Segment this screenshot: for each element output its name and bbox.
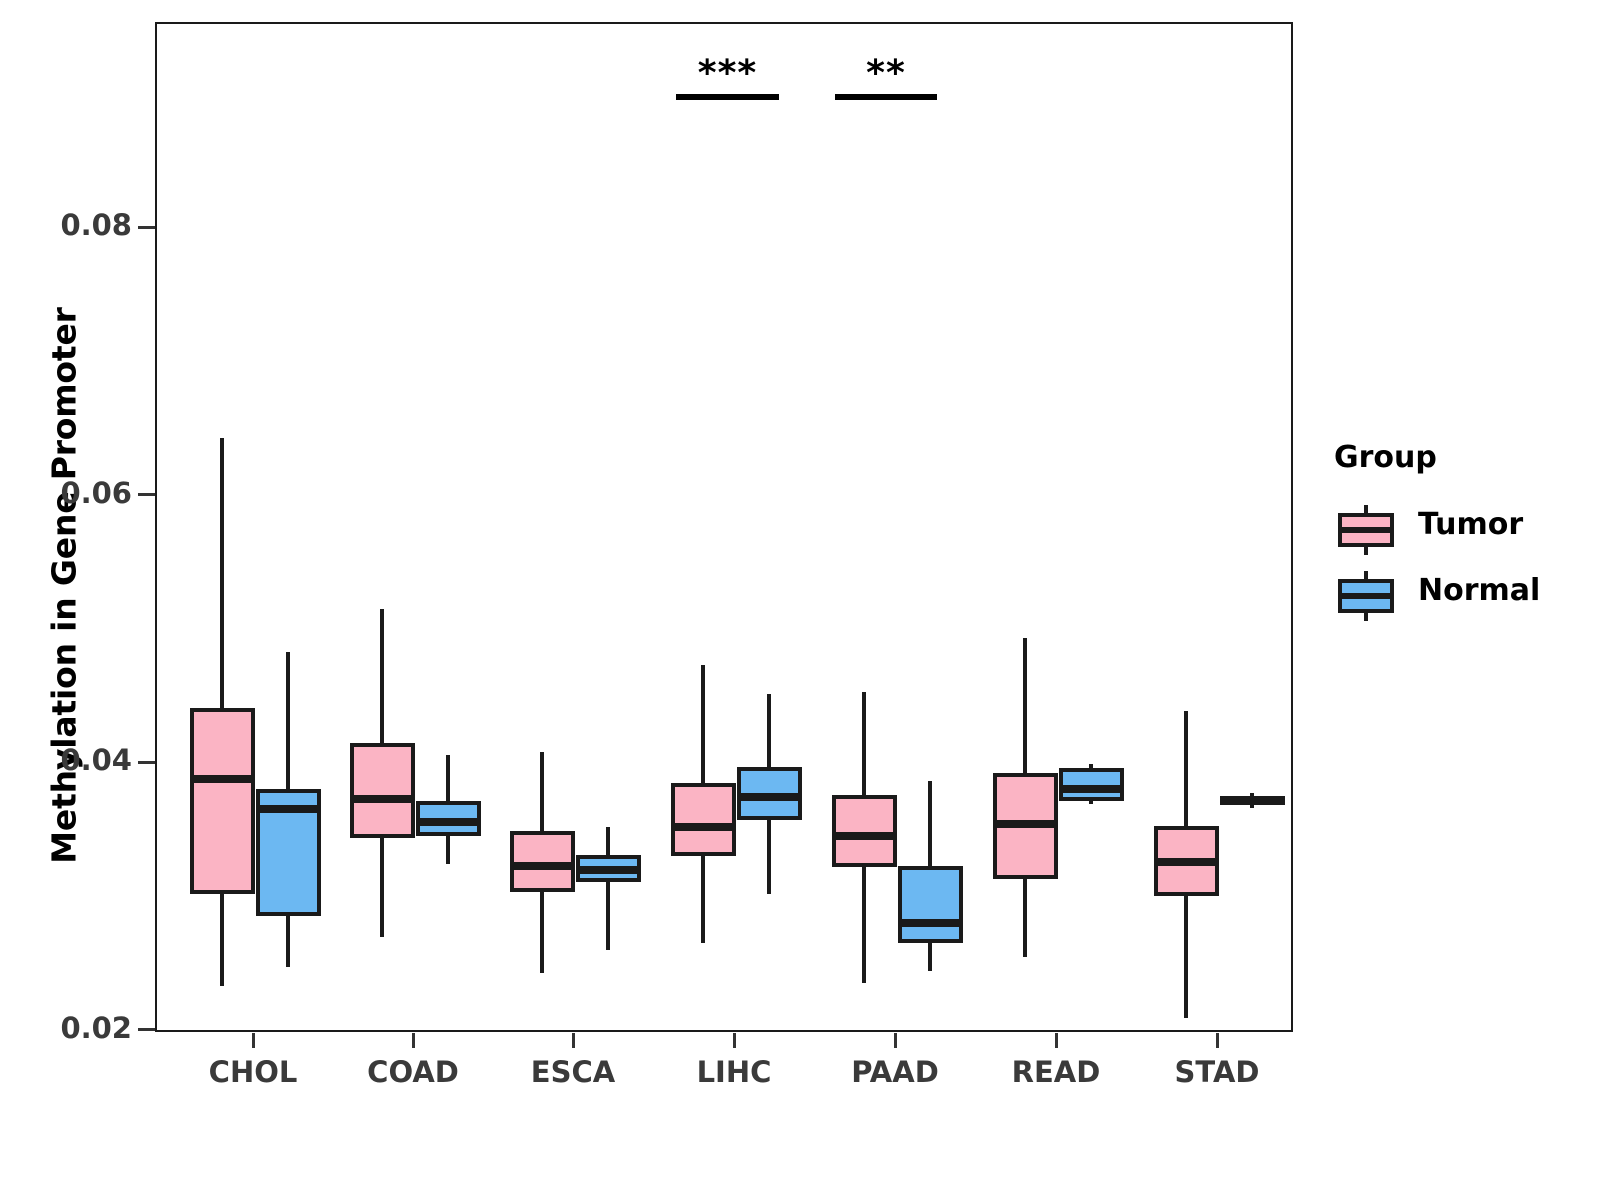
x-axis-tick-label: LIHC xyxy=(696,1055,772,1089)
box-rect xyxy=(349,742,415,838)
whisker-lower xyxy=(928,943,932,972)
box-rect xyxy=(1058,768,1124,802)
box-rect xyxy=(831,794,897,867)
x-axis-tick-label: PAAD xyxy=(851,1055,939,1089)
significance-bar xyxy=(676,94,779,100)
y-axis-tick xyxy=(138,493,155,496)
whisker-upper xyxy=(446,754,450,802)
x-axis-tick xyxy=(1215,1033,1219,1048)
whisker-lower xyxy=(1089,801,1093,805)
x-axis-tick-label: READ xyxy=(1011,1055,1101,1089)
legend-label: Normal xyxy=(1418,573,1541,608)
legend-key-median xyxy=(1338,593,1394,599)
whisker-lower xyxy=(286,916,290,968)
whisker-lower xyxy=(767,820,771,894)
whisker-lower xyxy=(701,856,705,944)
whisker-upper xyxy=(380,608,384,743)
whisker-upper xyxy=(1184,710,1188,826)
x-axis-tick xyxy=(571,1033,575,1048)
y-axis-title: Methylation in Gene Promoter xyxy=(44,307,84,864)
y-axis-tick-label: 0.06 xyxy=(60,475,132,510)
median-line xyxy=(575,865,641,874)
y-axis-tick-label: 0.04 xyxy=(60,743,132,777)
y-axis-tick-label: 0.08 xyxy=(60,208,132,242)
legend-key-whisker-bottom xyxy=(1364,611,1368,621)
y-axis-tick xyxy=(138,760,155,764)
whisker-upper xyxy=(928,781,932,866)
legend-key-whisker-bottom xyxy=(1364,545,1368,555)
whisker-upper xyxy=(1023,638,1027,774)
legend-key-whisker-top xyxy=(1364,505,1368,515)
x-axis-tick-label: COAD xyxy=(367,1055,459,1089)
median-line xyxy=(831,832,897,841)
legend-entries: Tumor Normal xyxy=(1330,501,1590,629)
whisker-upper xyxy=(1089,764,1093,768)
box-rect xyxy=(509,830,575,893)
median-line xyxy=(1153,857,1219,866)
median-line xyxy=(349,794,415,803)
median-line xyxy=(255,805,321,814)
y-axis-tick-label: 0.02 xyxy=(60,1010,132,1045)
median-line xyxy=(415,817,481,826)
x-axis-tick xyxy=(893,1033,897,1048)
significance-bar xyxy=(835,94,937,100)
box-rect xyxy=(670,782,736,857)
significance-stars: ** xyxy=(866,53,906,94)
x-axis-tick xyxy=(1054,1033,1058,1048)
median-line xyxy=(897,919,963,928)
median-line xyxy=(670,822,736,831)
whisker-lower xyxy=(380,837,384,937)
whisker-lower xyxy=(446,836,450,865)
whisker-upper xyxy=(862,691,866,795)
x-axis-tick xyxy=(411,1033,415,1048)
whisker-lower xyxy=(1250,802,1254,809)
median-line xyxy=(1058,785,1124,794)
median-line xyxy=(736,793,802,802)
whisker-lower xyxy=(540,892,544,973)
whisker-lower xyxy=(1184,896,1188,1019)
legend-label: Tumor xyxy=(1418,507,1524,542)
median-line xyxy=(992,820,1058,829)
whisker-upper xyxy=(767,694,771,767)
whisker-upper xyxy=(701,665,705,783)
whisker-upper xyxy=(606,826,610,855)
y-axis-tick xyxy=(138,1028,155,1031)
legend-key-median xyxy=(1338,527,1394,533)
x-axis-tick-label: STAD xyxy=(1174,1055,1260,1089)
whisker-lower xyxy=(1023,879,1027,957)
x-axis-tick xyxy=(251,1033,255,1048)
box-rect xyxy=(736,766,802,821)
legend-key-icon xyxy=(1338,571,1394,621)
legend-key-icon xyxy=(1338,505,1394,555)
box-rect xyxy=(189,707,255,894)
legend-key-whisker-top xyxy=(1364,571,1368,581)
box-rect xyxy=(897,865,963,944)
whisker-upper xyxy=(540,751,544,831)
legend: Group Tumor Normal xyxy=(1330,440,1590,633)
x-axis-tick xyxy=(732,1033,736,1048)
whisker-upper xyxy=(220,437,224,708)
whisker-lower xyxy=(220,893,224,987)
legend-title: Group xyxy=(1334,440,1437,475)
plot-panel: *** ** xyxy=(155,22,1293,1032)
median-line xyxy=(189,774,255,783)
median-line xyxy=(509,861,575,870)
legend-entry[interactable]: Tumor xyxy=(1330,501,1590,563)
whisker-upper xyxy=(286,651,290,790)
whisker-lower xyxy=(606,881,610,950)
x-axis-tick-label: ESCA xyxy=(530,1055,616,1089)
legend-entry[interactable]: Normal xyxy=(1330,567,1590,629)
whisker-upper xyxy=(1250,793,1254,798)
y-axis-tick xyxy=(138,225,155,229)
significance-stars: *** xyxy=(697,53,758,94)
x-axis-tick-label: CHOL xyxy=(208,1055,298,1089)
whisker-lower xyxy=(862,866,866,984)
median-line xyxy=(1219,796,1285,805)
